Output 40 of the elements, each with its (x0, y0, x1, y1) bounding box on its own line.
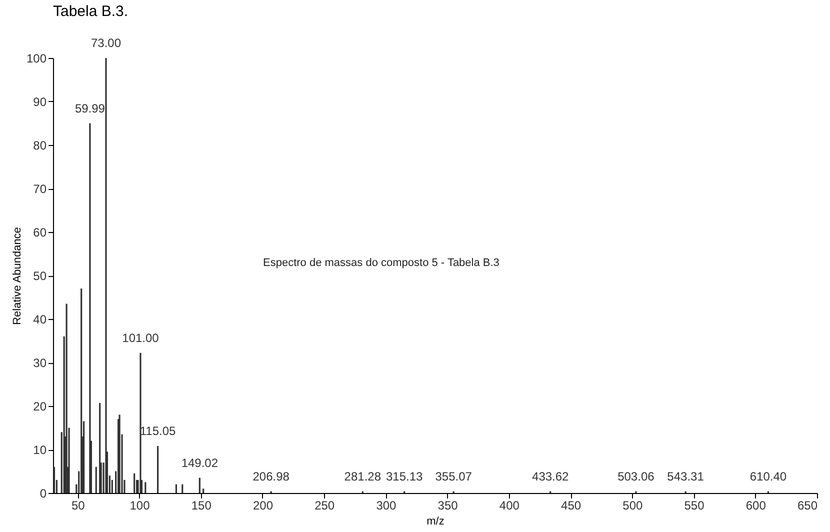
x-tick-label: 400 (499, 498, 520, 512)
y-tick-label: 30 (33, 356, 47, 370)
x-tick-label: 300 (376, 498, 397, 512)
y-tick-label: 100 (26, 52, 47, 66)
x-tick-label: 500 (622, 498, 643, 512)
x-tick-label: 100 (130, 498, 150, 512)
y-tick-label: 80 (33, 138, 47, 152)
annotation: 73.00 (90, 36, 122, 50)
x-tick-label: 250 (314, 498, 335, 512)
annotation: 59.99 (74, 101, 106, 116)
y-tick-label: 20 (33, 400, 47, 414)
y-tick-label: 40 (33, 312, 47, 326)
x-axis-title: m/z (426, 516, 444, 528)
annotation: 101.00 (122, 330, 160, 345)
y-tick-label: 50 (33, 269, 47, 283)
annotation: 355.07 (435, 469, 472, 484)
y-tick-label: 60 (33, 226, 47, 240)
y-tick-label: 90 (33, 95, 47, 109)
annotation: 206.98 (252, 469, 290, 484)
x-tick-label: 600 (746, 498, 766, 512)
x-tick-label: 150 (191, 498, 212, 512)
x-tick-label: 650 (797, 498, 818, 512)
annotation: 543.31 (667, 469, 704, 484)
y-tick-label: 10 (33, 443, 47, 457)
annotation: 315.13 (386, 469, 424, 484)
annotation: 610.40 (750, 469, 787, 484)
chart-title: Tabela B.3. (53, 3, 128, 20)
x-tick-label: 200 (252, 498, 274, 512)
x-tick-label: 50 (71, 498, 86, 512)
x-tick-label: 550 (684, 498, 705, 512)
y-axis-title: Relative Abundance (11, 227, 24, 325)
annotation: 503.06 (618, 469, 655, 484)
annotation: Espectro de massas do composto 5 - Tabela B.3 (263, 257, 500, 269)
x-tick-label: 450 (561, 498, 582, 512)
x-tick-label: 350 (438, 498, 458, 512)
y-tick-label: 70 (33, 182, 47, 196)
annotation: 149.02 (181, 456, 218, 470)
y-tick-label: 0 (40, 486, 47, 500)
annotation: 281.28 (344, 469, 382, 484)
annotation: 433.62 (532, 469, 570, 484)
